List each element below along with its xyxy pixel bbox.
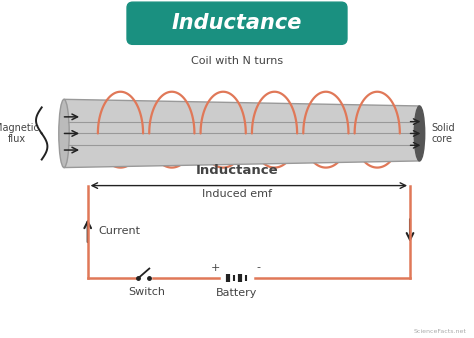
Text: Inductance: Inductance	[196, 164, 278, 177]
Ellipse shape	[414, 106, 425, 161]
Text: Coil with N turns: Coil with N turns	[191, 56, 283, 66]
Ellipse shape	[59, 99, 69, 168]
Text: Induced emf: Induced emf	[202, 189, 272, 199]
Text: ScienceFacts.net: ScienceFacts.net	[414, 329, 467, 334]
Text: +: +	[211, 263, 220, 272]
Polygon shape	[64, 99, 419, 168]
Text: Magnetic
flux: Magnetic flux	[0, 123, 39, 144]
FancyBboxPatch shape	[127, 2, 347, 44]
Text: Current: Current	[98, 226, 140, 236]
Text: Inductance: Inductance	[172, 13, 302, 33]
Text: -: -	[256, 263, 260, 272]
Text: Switch: Switch	[128, 287, 165, 297]
Text: Solid
core: Solid core	[431, 123, 455, 144]
Text: Battery: Battery	[216, 288, 258, 298]
